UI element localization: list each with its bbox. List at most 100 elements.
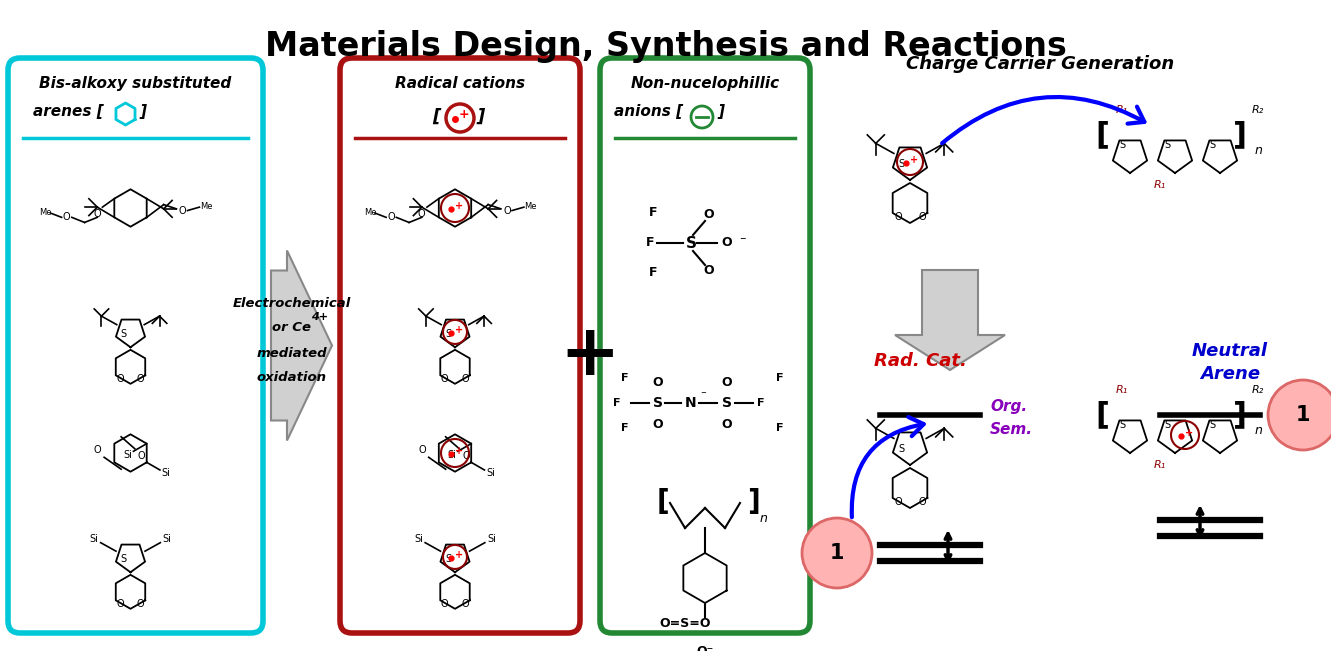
Text: Charge Carrier Generation: Charge Carrier Generation bbox=[906, 55, 1174, 73]
Text: O: O bbox=[93, 209, 101, 219]
Text: Me: Me bbox=[200, 202, 213, 211]
Text: Materials Design, Synthesis and Reactions: Materials Design, Synthesis and Reaction… bbox=[265, 30, 1066, 63]
Text: 1: 1 bbox=[829, 543, 844, 563]
Text: F: F bbox=[614, 398, 620, 408]
Text: arenes [: arenes [ bbox=[33, 104, 104, 119]
Text: 4+: 4+ bbox=[311, 312, 329, 322]
Text: F: F bbox=[646, 236, 655, 249]
Text: S: S bbox=[898, 159, 905, 169]
Text: O: O bbox=[894, 212, 902, 222]
Text: Radical cations: Radical cations bbox=[395, 76, 524, 91]
Text: Non-nucelophillic: Non-nucelophillic bbox=[631, 76, 780, 91]
Text: O: O bbox=[704, 208, 715, 221]
Text: S: S bbox=[1209, 140, 1215, 150]
Text: S: S bbox=[1163, 140, 1170, 150]
Text: O: O bbox=[63, 212, 71, 223]
Text: S: S bbox=[898, 444, 905, 454]
Text: +: + bbox=[560, 321, 620, 390]
Text: S: S bbox=[1119, 140, 1125, 150]
Text: R₂: R₂ bbox=[1252, 105, 1264, 115]
Text: S: S bbox=[685, 236, 696, 251]
Circle shape bbox=[803, 518, 872, 588]
Text: O: O bbox=[721, 376, 732, 389]
Text: O: O bbox=[117, 374, 124, 383]
Text: Me: Me bbox=[363, 208, 377, 217]
Text: O: O bbox=[462, 374, 469, 383]
Text: O: O bbox=[441, 374, 449, 383]
Text: +: + bbox=[459, 109, 470, 122]
Text: O: O bbox=[462, 450, 470, 460]
Text: +: + bbox=[455, 550, 463, 560]
Text: +: + bbox=[455, 201, 463, 211]
FancyBboxPatch shape bbox=[600, 58, 811, 633]
Text: or Ce: or Ce bbox=[272, 321, 311, 334]
Text: R₁: R₁ bbox=[1154, 180, 1166, 190]
Text: N: N bbox=[685, 396, 697, 410]
Text: F: F bbox=[622, 373, 628, 383]
Text: O: O bbox=[137, 374, 145, 383]
Text: +: + bbox=[455, 325, 463, 335]
FancyBboxPatch shape bbox=[8, 58, 264, 633]
Text: O: O bbox=[418, 445, 426, 456]
Text: R₁: R₁ bbox=[1115, 105, 1129, 115]
Text: F: F bbox=[648, 206, 658, 219]
Text: O: O bbox=[894, 497, 902, 507]
Text: O: O bbox=[918, 212, 926, 222]
Text: O: O bbox=[418, 209, 426, 219]
Text: mediated: mediated bbox=[256, 347, 327, 360]
Text: Si: Si bbox=[162, 534, 172, 544]
Text: ]: ] bbox=[476, 108, 484, 126]
Text: O: O bbox=[93, 445, 101, 456]
Text: ⁻: ⁻ bbox=[739, 235, 745, 248]
Text: 1: 1 bbox=[1296, 405, 1310, 425]
Text: O: O bbox=[178, 206, 186, 215]
Text: F: F bbox=[648, 266, 658, 279]
Text: F: F bbox=[757, 398, 765, 408]
Text: [: [ bbox=[431, 108, 441, 126]
Text: n: n bbox=[760, 512, 768, 525]
Text: S: S bbox=[446, 554, 451, 564]
Polygon shape bbox=[272, 251, 331, 441]
Text: ]: ] bbox=[140, 104, 146, 119]
FancyArrowPatch shape bbox=[942, 97, 1145, 143]
Text: O: O bbox=[652, 376, 663, 389]
Text: ]: ] bbox=[747, 488, 760, 516]
Text: O: O bbox=[441, 599, 449, 609]
Text: anions [: anions [ bbox=[614, 104, 683, 119]
Text: Si: Si bbox=[487, 534, 496, 544]
Text: Sem.: Sem. bbox=[990, 421, 1033, 437]
Text: P-type: P-type bbox=[1270, 400, 1326, 415]
Text: F: F bbox=[622, 423, 628, 433]
Text: Electrochemical: Electrochemical bbox=[233, 297, 350, 310]
Text: S: S bbox=[654, 396, 663, 410]
Text: Si: Si bbox=[89, 534, 98, 544]
Text: R₂: R₂ bbox=[1252, 385, 1264, 395]
Text: Org.: Org. bbox=[990, 400, 1028, 415]
Text: oxidation: oxidation bbox=[257, 371, 326, 384]
Text: Si: Si bbox=[486, 469, 495, 478]
Text: O: O bbox=[652, 417, 663, 430]
Text: ]: ] bbox=[1233, 120, 1247, 150]
Text: ]: ] bbox=[717, 104, 724, 119]
Text: O=S=O: O=S=O bbox=[659, 617, 711, 630]
Text: Arene: Arene bbox=[1201, 365, 1260, 383]
Text: O: O bbox=[117, 599, 124, 609]
Text: Si: Si bbox=[414, 534, 423, 544]
Text: [: [ bbox=[656, 488, 669, 516]
Text: Neutral: Neutral bbox=[1193, 342, 1268, 360]
Text: Si: Si bbox=[124, 450, 132, 460]
Text: S: S bbox=[121, 329, 126, 339]
Text: Carrier: Carrier bbox=[1270, 421, 1330, 437]
Text: F: F bbox=[776, 373, 784, 383]
Text: [: [ bbox=[1095, 120, 1109, 150]
Text: S: S bbox=[721, 396, 732, 410]
Text: +: + bbox=[455, 446, 463, 456]
FancyBboxPatch shape bbox=[339, 58, 580, 633]
Text: O: O bbox=[721, 417, 732, 430]
Text: +: + bbox=[1185, 428, 1193, 438]
Text: Si: Si bbox=[161, 469, 170, 478]
Text: Bis-alkoxy substituted: Bis-alkoxy substituted bbox=[40, 76, 232, 91]
Text: Si: Si bbox=[447, 450, 457, 460]
Text: F: F bbox=[776, 423, 784, 433]
Text: ]: ] bbox=[1233, 400, 1247, 430]
